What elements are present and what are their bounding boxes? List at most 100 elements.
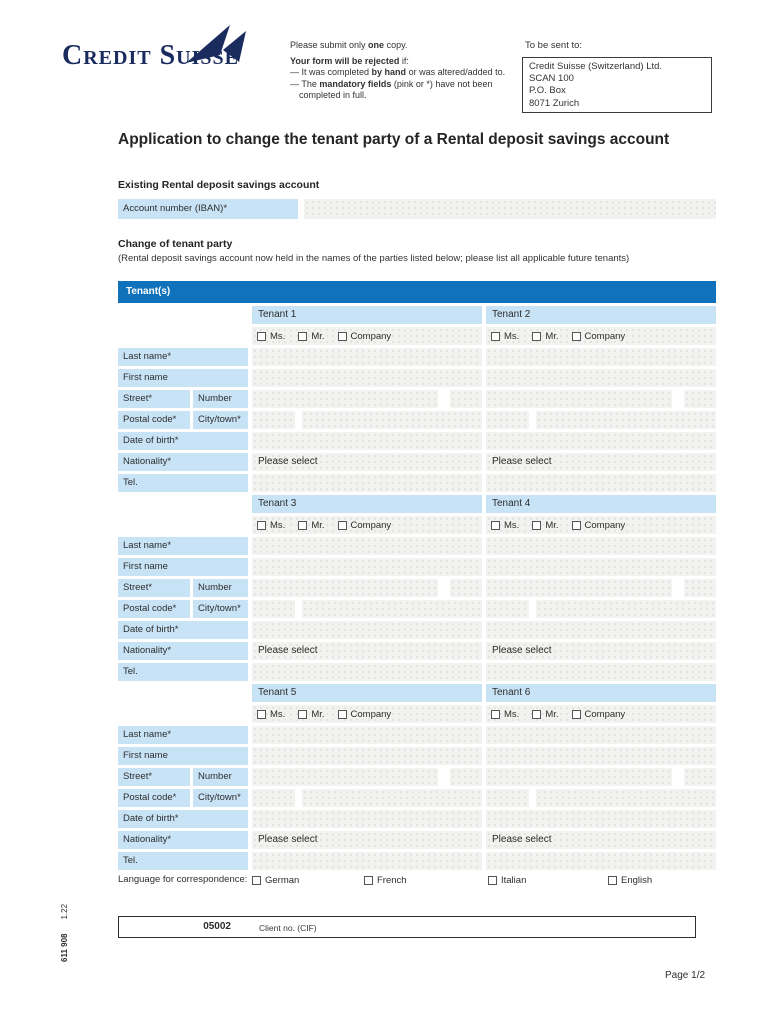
checkbox-icon[interactable] bbox=[532, 331, 542, 341]
salutation-option-company[interactable]: Company bbox=[571, 331, 625, 342]
street-input[interactable] bbox=[252, 579, 438, 597]
last-name-input[interactable] bbox=[252, 537, 482, 555]
checkbox-icon[interactable] bbox=[257, 520, 266, 530]
city-input[interactable] bbox=[302, 789, 482, 807]
last-name-input[interactable] bbox=[486, 537, 716, 555]
checkbox-icon[interactable] bbox=[257, 709, 266, 719]
date-of-birth-input[interactable] bbox=[486, 621, 716, 639]
salutation-option-company[interactable]: Company bbox=[571, 709, 625, 720]
checkbox-icon[interactable] bbox=[491, 520, 500, 530]
nationality-select[interactable]: Please select bbox=[252, 453, 482, 471]
postal-code-input[interactable] bbox=[252, 600, 295, 618]
postal-code-input[interactable] bbox=[486, 600, 529, 618]
checkbox-icon[interactable] bbox=[571, 709, 581, 719]
checkbox-icon[interactable] bbox=[257, 331, 266, 341]
street-input[interactable] bbox=[486, 768, 672, 786]
street-input[interactable] bbox=[486, 390, 672, 408]
postal-code-input[interactable] bbox=[486, 789, 529, 807]
checkbox-icon[interactable] bbox=[298, 709, 308, 719]
date-of-birth-input[interactable] bbox=[486, 810, 716, 828]
checkbox-icon[interactable] bbox=[337, 331, 347, 341]
date-of-birth-input[interactable] bbox=[252, 432, 482, 450]
nationality-select[interactable]: Please select bbox=[486, 831, 716, 849]
checkbox-icon[interactable] bbox=[571, 520, 581, 530]
language-option-german[interactable]: German bbox=[252, 875, 299, 886]
first-name-input[interactable] bbox=[252, 558, 482, 576]
salutation-option-company[interactable]: Company bbox=[337, 520, 391, 531]
checkbox-icon[interactable] bbox=[337, 709, 347, 719]
language-option-french[interactable]: French bbox=[364, 875, 407, 886]
checkbox-icon[interactable] bbox=[488, 876, 497, 885]
salutation-option-ms[interactable]: Ms. bbox=[491, 331, 519, 342]
salutation-option-mr[interactable]: Mr. bbox=[532, 331, 559, 342]
city-input[interactable] bbox=[536, 411, 716, 429]
city-input[interactable] bbox=[536, 789, 716, 807]
nationality-select[interactable]: Please select bbox=[486, 453, 716, 471]
first-name-input[interactable] bbox=[486, 369, 716, 387]
language-option-italian[interactable]: Italian bbox=[488, 875, 526, 886]
city-input[interactable] bbox=[536, 600, 716, 618]
first-name-input[interactable] bbox=[486, 747, 716, 765]
salutation-option-ms[interactable]: Ms. bbox=[491, 709, 519, 720]
salutation-option-mr[interactable]: Mr. bbox=[298, 331, 325, 342]
salutation-option-ms[interactable]: Ms. bbox=[491, 520, 519, 531]
nationality-select[interactable]: Please select bbox=[252, 831, 482, 849]
tel-input[interactable] bbox=[486, 852, 716, 870]
number-input[interactable] bbox=[450, 579, 482, 597]
street-input[interactable] bbox=[486, 579, 672, 597]
first-name-input[interactable] bbox=[252, 369, 482, 387]
date-of-birth-input[interactable] bbox=[252, 621, 482, 639]
form-title: Application to change the tenant party o… bbox=[118, 131, 670, 148]
tel-input[interactable] bbox=[486, 663, 716, 681]
checkbox-icon[interactable] bbox=[252, 876, 261, 885]
checkbox-icon[interactable] bbox=[298, 520, 308, 530]
tel-input[interactable] bbox=[252, 663, 482, 681]
salutation-option-ms[interactable]: Ms. bbox=[257, 520, 285, 531]
salutation-option-mr[interactable]: Mr. bbox=[298, 709, 325, 720]
language-option-english[interactable]: English bbox=[608, 875, 652, 886]
checkbox-icon[interactable] bbox=[571, 331, 581, 341]
number-input[interactable] bbox=[684, 579, 716, 597]
checkbox-icon[interactable] bbox=[337, 520, 347, 530]
last-name-input[interactable] bbox=[252, 726, 482, 744]
checkbox-icon[interactable] bbox=[298, 331, 308, 341]
salutation-option-mr[interactable]: Mr. bbox=[298, 520, 325, 531]
salutation-option-ms[interactable]: Ms. bbox=[257, 709, 285, 720]
last-name-input[interactable] bbox=[252, 348, 482, 366]
number-input[interactable] bbox=[450, 390, 482, 408]
iban-input-field[interactable] bbox=[304, 199, 716, 219]
tel-input[interactable] bbox=[486, 474, 716, 492]
nationality-select[interactable]: Please select bbox=[486, 642, 716, 660]
checkbox-icon[interactable] bbox=[364, 876, 373, 885]
salutation-option-mr[interactable]: Mr. bbox=[532, 709, 559, 720]
salutation-option-company[interactable]: Company bbox=[571, 520, 625, 531]
first-name-input[interactable] bbox=[252, 747, 482, 765]
salutation-option-company[interactable]: Company bbox=[337, 331, 391, 342]
checkbox-icon[interactable] bbox=[532, 520, 542, 530]
postal-code-input[interactable] bbox=[252, 411, 295, 429]
date-of-birth-input[interactable] bbox=[252, 810, 482, 828]
city-input[interactable] bbox=[302, 600, 482, 618]
number-input[interactable] bbox=[450, 768, 482, 786]
checkbox-icon[interactable] bbox=[491, 709, 500, 719]
checkbox-icon[interactable] bbox=[532, 709, 542, 719]
street-input[interactable] bbox=[252, 390, 438, 408]
date-of-birth-input[interactable] bbox=[486, 432, 716, 450]
number-input[interactable] bbox=[684, 390, 716, 408]
checkbox-icon[interactable] bbox=[608, 876, 617, 885]
salutation-option-mr[interactable]: Mr. bbox=[532, 520, 559, 531]
nationality-select[interactable]: Please select bbox=[252, 642, 482, 660]
number-input[interactable] bbox=[684, 768, 716, 786]
city-input[interactable] bbox=[302, 411, 482, 429]
tel-input[interactable] bbox=[252, 852, 482, 870]
last-name-input[interactable] bbox=[486, 348, 716, 366]
checkbox-icon[interactable] bbox=[491, 331, 500, 341]
postal-code-input[interactable] bbox=[486, 411, 529, 429]
first-name-input[interactable] bbox=[486, 558, 716, 576]
street-input[interactable] bbox=[252, 768, 438, 786]
last-name-input[interactable] bbox=[486, 726, 716, 744]
salutation-option-company[interactable]: Company bbox=[337, 709, 391, 720]
postal-code-input[interactable] bbox=[252, 789, 295, 807]
salutation-option-ms[interactable]: Ms. bbox=[257, 331, 285, 342]
tel-input[interactable] bbox=[252, 474, 482, 492]
